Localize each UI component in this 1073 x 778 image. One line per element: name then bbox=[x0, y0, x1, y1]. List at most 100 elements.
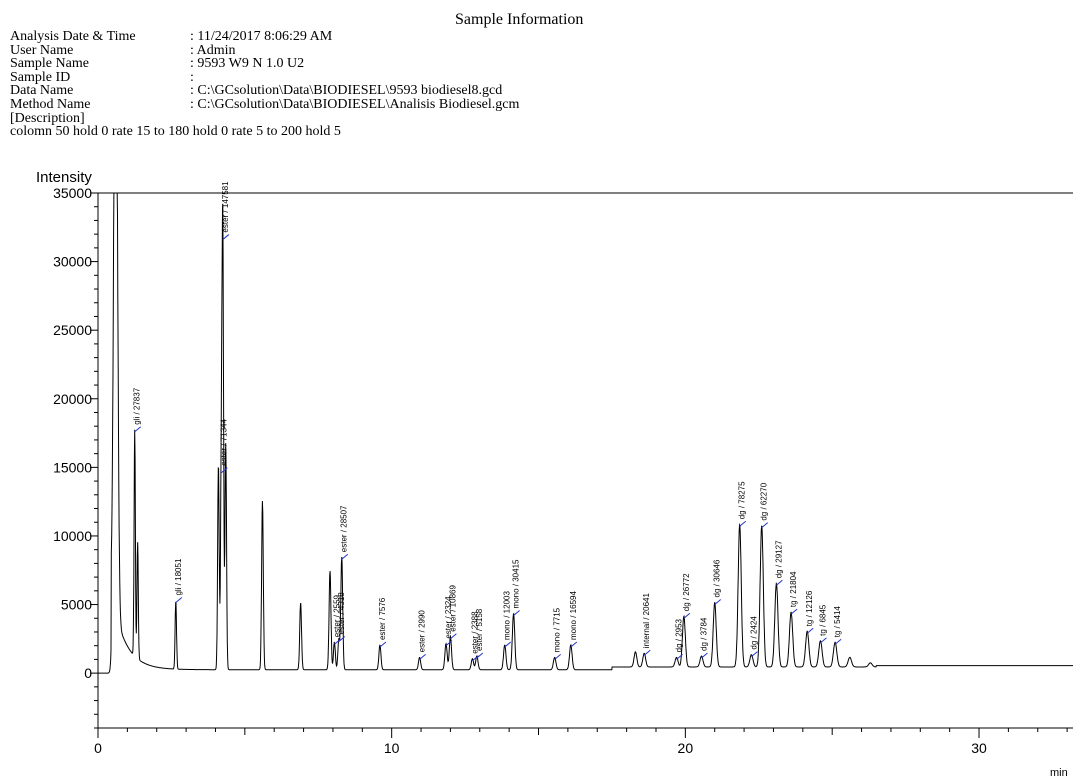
peak-label-group: dg / 30646 bbox=[713, 559, 722, 605]
peak-label: ester / 5158 bbox=[475, 608, 484, 651]
description-text: colomn 50 hold 0 rate 15 to 180 hold 0 r… bbox=[10, 124, 341, 140]
info-label: Method Name bbox=[10, 96, 91, 112]
peak-label: dg / 26772 bbox=[682, 573, 691, 611]
peak-marker bbox=[834, 638, 842, 645]
peak-label: dg / 2953 bbox=[675, 618, 684, 652]
y-tick-label: 30000 bbox=[53, 254, 92, 270]
peak-label-group: ester / 147581 bbox=[221, 181, 230, 240]
peak-label: ester / 71344 bbox=[219, 419, 228, 466]
peak-label: ester / 147581 bbox=[221, 181, 230, 233]
peak-marker bbox=[790, 608, 798, 615]
peak-label: tg / 6845 bbox=[818, 604, 827, 636]
peak-label-group: ester / 2990 bbox=[418, 610, 427, 660]
peak-label-group: ester / 2388 bbox=[470, 611, 479, 662]
info-label: Analysis Date & Time bbox=[10, 29, 136, 44]
peak-marker bbox=[751, 651, 758, 657]
peak-label: tg / 12126 bbox=[805, 590, 814, 626]
peak-marker bbox=[379, 641, 387, 648]
peak-label-group: ester / 5158 bbox=[475, 608, 484, 659]
peak-label-group: ester / 71344 bbox=[219, 419, 228, 474]
peak-marker bbox=[450, 633, 457, 640]
y-tick-label: 20000 bbox=[53, 391, 92, 407]
y-tick-label: 25000 bbox=[53, 322, 92, 338]
peak-label: mono / 12003 bbox=[503, 591, 512, 640]
peak-label: mono / 30415 bbox=[512, 559, 521, 608]
info-label: User Name bbox=[10, 42, 74, 58]
info-row-method-name: Method Name : C:\GCsolution\Data\BIODIESE… bbox=[10, 96, 520, 112]
peak-marker bbox=[554, 653, 561, 660]
peak-marker bbox=[419, 653, 426, 660]
peak-marker bbox=[222, 234, 230, 240]
sample-info-block: Analysis Date & Time : 11/24/2017 8:06:29… bbox=[10, 30, 519, 139]
x-tick-label: 30 bbox=[971, 740, 987, 756]
peak-label-group: ester / 7576 bbox=[378, 597, 387, 648]
info-value: : 11/24/2017 8:06:29 AM bbox=[190, 29, 333, 44]
peak-label: internal / 20641 bbox=[642, 593, 651, 649]
peak-label: dg / 29127 bbox=[774, 540, 783, 578]
peak-label-group: ester / 2324 bbox=[444, 596, 453, 647]
peak-marker bbox=[683, 612, 691, 619]
peak-marker bbox=[134, 426, 142, 433]
peak-marker bbox=[476, 652, 484, 659]
peak-label: tg / 5414 bbox=[833, 606, 842, 638]
peak-marker bbox=[221, 467, 228, 474]
x-tick-label: 0 bbox=[94, 740, 102, 756]
peak-label-group: mono / 30415 bbox=[512, 559, 521, 616]
peak-marker bbox=[820, 637, 827, 644]
peak-label: mono / 16594 bbox=[569, 591, 578, 640]
info-value: : bbox=[190, 69, 194, 85]
peak-marker bbox=[445, 640, 453, 647]
x-tick-label: 20 bbox=[678, 740, 694, 756]
peak-marker bbox=[175, 597, 183, 603]
peak-label: ester / 4318 bbox=[337, 592, 346, 635]
report-title: Sample Information bbox=[455, 11, 584, 28]
peak-label: ester / 2559 bbox=[332, 594, 341, 637]
info-value: : 9593 W9 N 1.0 U2 bbox=[190, 56, 305, 72]
peak-label: ester / 28507 bbox=[340, 505, 349, 552]
peak-label-group: tg / 21804 bbox=[789, 571, 798, 615]
description-label: [Description] bbox=[10, 110, 85, 126]
peak-label: ester / 2388 bbox=[470, 611, 479, 654]
peak-label-group: dg / 2953 bbox=[675, 618, 684, 660]
peak-label: dg / 3784 bbox=[700, 617, 709, 651]
peak-marker bbox=[714, 599, 722, 605]
peak-marker bbox=[776, 579, 783, 586]
peak-label-group: tg / 5414 bbox=[833, 606, 842, 645]
info-row-user-name: User Name : Admin bbox=[10, 42, 519, 58]
y-tick-label: 10000 bbox=[53, 528, 92, 544]
y-tick-label: 35000 bbox=[53, 185, 92, 201]
peak-label-group: tg / 6845 bbox=[818, 604, 827, 644]
peak-label-group: dg / 78275 bbox=[738, 481, 747, 527]
peak-label: dg / 62270 bbox=[760, 482, 769, 520]
peak-label: gli / 18051 bbox=[174, 558, 183, 595]
peak-label-group: internal / 20641 bbox=[642, 593, 651, 656]
peak-label-group: dg / 29127 bbox=[774, 540, 783, 586]
y-axis-label: Intensity bbox=[36, 169, 92, 186]
peak-label-group: dg / 62270 bbox=[760, 482, 769, 529]
chromatogram-trace bbox=[98, 192, 1073, 674]
peak-label-group: gli / 27837 bbox=[133, 387, 142, 433]
peak-marker bbox=[643, 649, 651, 656]
peak-marker bbox=[676, 653, 683, 660]
y-tick-label: 0 bbox=[84, 665, 92, 681]
info-row-analysis-date: Analysis Date & Time : 11/24/2017 8:06:29… bbox=[10, 30, 519, 44]
info-value: : C:\GCsolution\Data\BIODIESEL\Analisis … bbox=[190, 96, 520, 112]
peak-label: tg / 21804 bbox=[789, 571, 798, 607]
peak-marker bbox=[338, 636, 346, 642]
peak-marker bbox=[806, 627, 814, 634]
peak-marker bbox=[341, 553, 349, 560]
peak-label-group: mono / 12003 bbox=[503, 591, 512, 648]
peak-label: ester / 7576 bbox=[378, 597, 387, 640]
info-row-sample-id: Sample ID: bbox=[10, 69, 519, 85]
y-tick-label: 5000 bbox=[61, 597, 92, 613]
peak-label: dg / 2424 bbox=[749, 616, 758, 650]
info-row-sample-name: Sample Name: 9593 W9 N 1.0 U2 bbox=[10, 57, 519, 71]
x-tick-label: 10 bbox=[384, 740, 400, 756]
peak-label: gli / 27837 bbox=[133, 387, 142, 424]
peak-label-group: mono / 7715 bbox=[553, 607, 562, 660]
peak-marker bbox=[334, 638, 341, 645]
info-value: : Admin bbox=[190, 42, 236, 58]
peak-label-group: mono / 16594 bbox=[569, 591, 578, 648]
peak-marker bbox=[472, 655, 479, 662]
info-label: Data Name bbox=[10, 83, 74, 99]
